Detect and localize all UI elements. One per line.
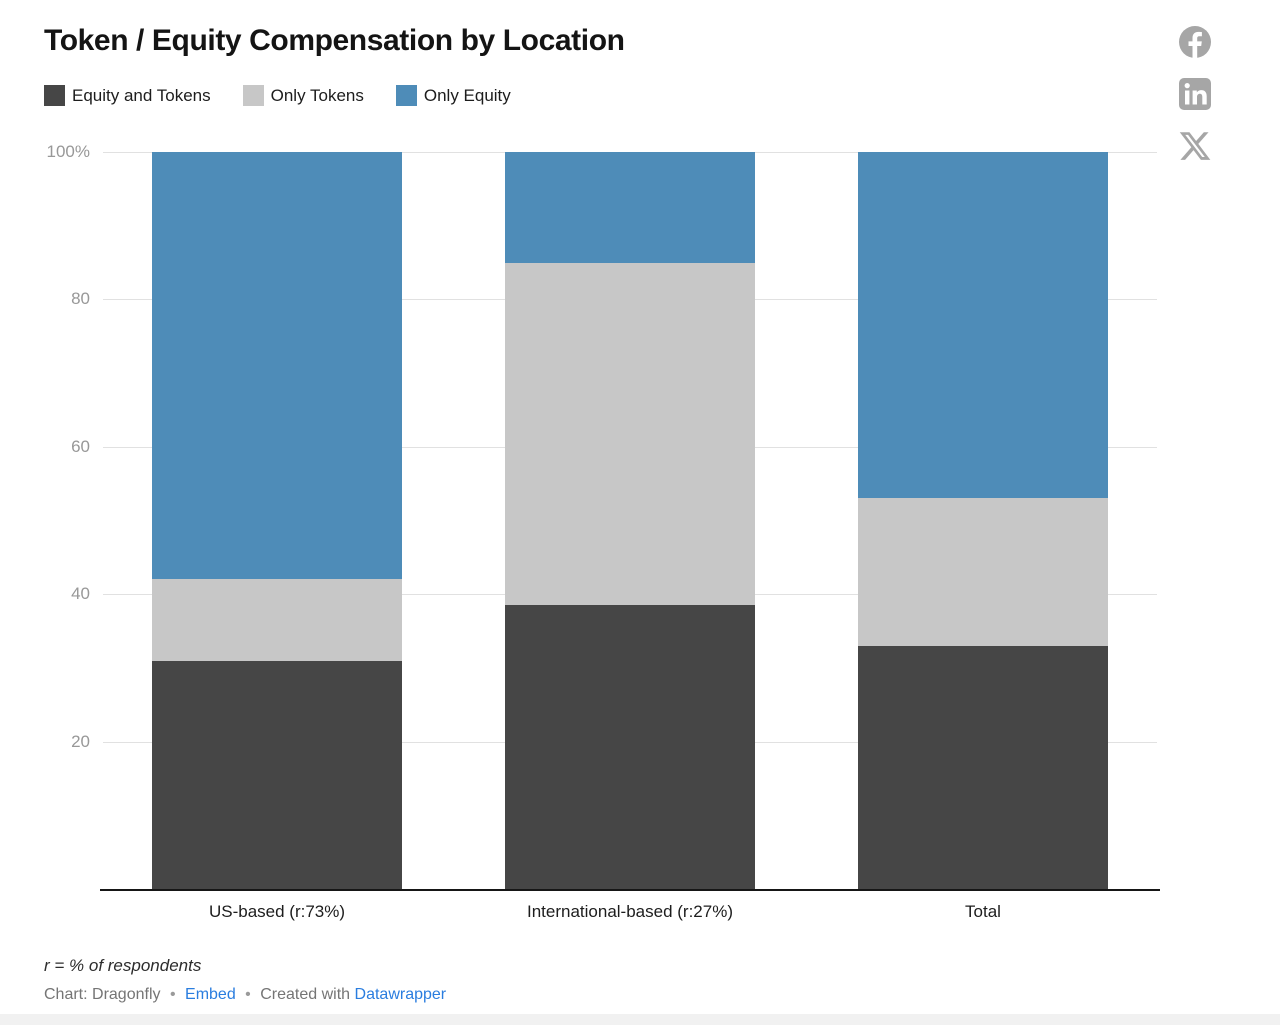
linkedin-share-icon[interactable] [1178, 77, 1212, 111]
bar-segment-only-equity [858, 152, 1108, 499]
bar-segment-equity-and-tokens [505, 605, 755, 889]
y-axis-tick-label: 60 [71, 437, 90, 456]
credit-source: Chart: Dragonfly [44, 986, 161, 1003]
y-axis-tick-label: 100% [46, 142, 90, 161]
legend-label: Equity and Tokens [72, 86, 211, 105]
y-axis-tick-label: 80 [71, 289, 90, 308]
datawrapper-link[interactable]: Datawrapper [354, 986, 447, 1003]
legend-swatch-icon [44, 85, 65, 106]
facebook-share-icon[interactable] [1178, 25, 1212, 59]
legend-item-3: Only Equity [395, 85, 511, 106]
embed-link[interactable]: Embed [185, 986, 236, 1003]
chart-footnote: r = % of respondents [44, 956, 202, 975]
bar-segment-only-equity [152, 152, 402, 580]
credit-created-with: Created with [260, 986, 351, 1003]
page-title: Token / Equity Compensation by Location [44, 24, 625, 57]
bar-segment-equity-and-tokens [152, 660, 402, 889]
chart-credit: Chart: Dragonfly • Embed • Created with … [44, 986, 446, 1004]
bar-segment-only-tokens [505, 262, 755, 606]
x-axis-category-label: Total [965, 902, 1001, 921]
x-axis-category-label: International-based (r:27%) [526, 902, 733, 921]
y-axis-tick-label: 40 [71, 584, 90, 603]
credit-separator: • [169, 986, 176, 1003]
credit-separator: • [245, 986, 251, 1003]
legend-swatch-icon [242, 85, 264, 106]
chart-legend: Equity and Tokens Only Tokens Only Equity [44, 85, 511, 106]
y-axis-tick-label: 20 [71, 732, 90, 751]
page-bottom-strip [0, 1014, 1280, 1025]
bar-segment-only-tokens [858, 498, 1108, 646]
legend-swatch-icon [395, 85, 417, 106]
x-axis-category-label: US-based (r:73%) [208, 902, 346, 921]
legend-item-1: Equity and Tokens [44, 85, 211, 106]
legend-label: Only Equity [423, 86, 511, 105]
x-share-icon[interactable] [1178, 129, 1212, 163]
bar-segment-only-equity [505, 152, 755, 263]
bar-segment-only-tokens [152, 579, 402, 661]
bar-segment-equity-and-tokens [858, 645, 1108, 889]
x-axis-line [100, 889, 1160, 891]
legend-item-2: Only Tokens [242, 85, 364, 106]
legend-label: Only Tokens [270, 86, 364, 105]
